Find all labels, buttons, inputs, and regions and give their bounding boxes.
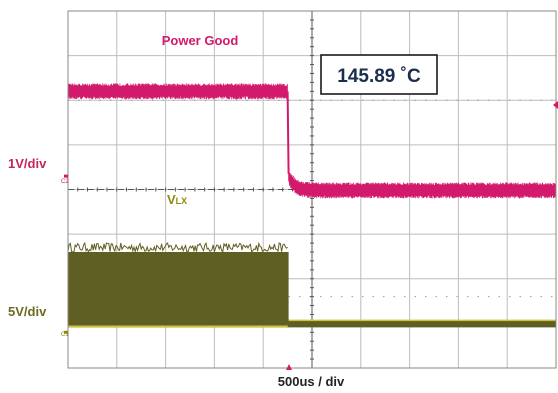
temperature-readout: 145.89 ˚C [320,54,438,95]
vlx-trace [67,241,556,328]
vlx-switching-block [68,251,288,326]
power-good-falling-edge [286,91,290,174]
trigger-position-marker [286,364,292,370]
ch1-scale-label: 5V/div [8,304,47,319]
vlx-label-main: V [167,192,176,207]
plot-frame [64,10,557,369]
time-scale-label: 500us / div [278,374,345,389]
trigger-level-marker [553,101,558,109]
ch1-marker: C1 [61,332,69,338]
temperature-value: 145.89 ˚C [337,66,421,87]
vlx-after-band [287,320,556,328]
ch2-scale-label: 1V/div [8,156,47,171]
power-good-label: Power Good [162,33,239,48]
vlx-label: VLX [167,192,187,207]
temperature-box [320,54,438,95]
vlx-label-sub: LX [176,196,188,206]
ch2-marker: C2 [61,179,69,185]
vlx-noise-top [67,241,288,254]
plot-border [67,10,557,369]
